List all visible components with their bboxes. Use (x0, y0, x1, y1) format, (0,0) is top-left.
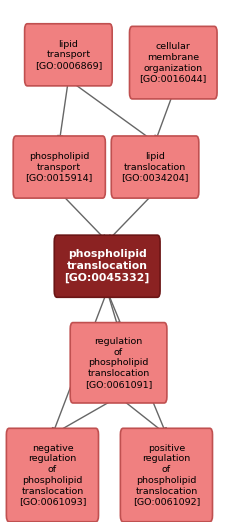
Text: phospholipid
transport
[GO:0015914]: phospholipid transport [GO:0015914] (25, 152, 93, 182)
FancyBboxPatch shape (13, 136, 105, 198)
FancyBboxPatch shape (54, 235, 159, 298)
FancyBboxPatch shape (129, 26, 216, 99)
Text: phospholipid
translocation
[GO:0045332]: phospholipid translocation [GO:0045332] (64, 249, 149, 283)
Text: lipid
translocation
[GO:0034204]: lipid translocation [GO:0034204] (121, 152, 188, 182)
Text: cellular
membrane
organization
[GO:0016044]: cellular membrane organization [GO:00160… (139, 42, 206, 84)
FancyBboxPatch shape (25, 23, 112, 86)
FancyBboxPatch shape (70, 323, 166, 403)
Text: positive
regulation
of
phospholipid
translocation
[GO:0061092]: positive regulation of phospholipid tran… (132, 444, 199, 506)
FancyBboxPatch shape (111, 136, 198, 198)
FancyBboxPatch shape (6, 428, 98, 522)
FancyBboxPatch shape (120, 428, 212, 522)
Text: negative
regulation
of
phospholipid
translocation
[GO:0061093]: negative regulation of phospholipid tran… (19, 444, 86, 506)
Text: lipid
transport
[GO:0006869]: lipid transport [GO:0006869] (35, 40, 102, 70)
Text: regulation
of
phospholipid
translocation
[GO:0061091]: regulation of phospholipid translocation… (84, 337, 152, 389)
